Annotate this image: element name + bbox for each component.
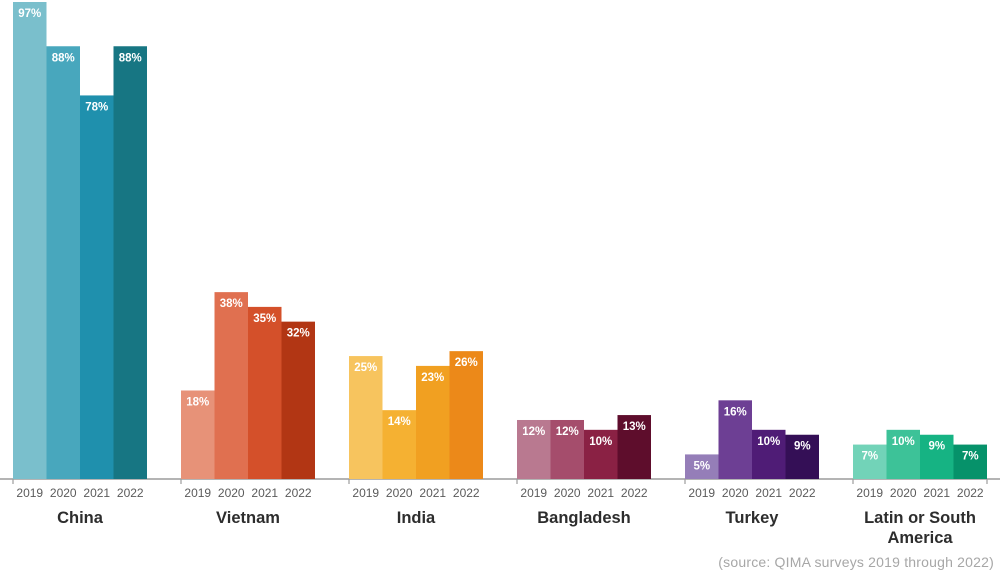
year-tick-latin-or-south-america-2020: 2020 xyxy=(890,486,917,500)
bar-india-2021 xyxy=(416,365,450,479)
year-tick-vietnam-2019: 2019 xyxy=(184,486,211,500)
data-label-bangladesh-2021: 10% xyxy=(589,436,612,448)
data-label-turkey-2020: 16% xyxy=(724,406,747,418)
year-tick-vietnam-2022: 2022 xyxy=(285,486,312,500)
category-label-india: India xyxy=(397,509,436,527)
source-note: (source: QIMA surveys 2019 through 2022) xyxy=(718,554,994,570)
bar-vietnam-2020 xyxy=(214,292,248,479)
bar-india-2020 xyxy=(382,410,416,479)
bar-bangladesh-2021 xyxy=(584,429,618,479)
bar-vietnam-2022 xyxy=(281,321,315,479)
bar-latin-or-south-america-2021 xyxy=(920,434,954,479)
data-label-india-2019: 25% xyxy=(354,362,377,374)
data-label-turkey-2022: 9% xyxy=(794,441,811,453)
data-label-bangladesh-2020: 12% xyxy=(556,426,579,438)
year-tick-india-2021: 2021 xyxy=(419,486,446,500)
data-label-turkey-2019: 5% xyxy=(693,460,710,472)
bar-turkey-2021 xyxy=(752,429,786,479)
labels-layer: 97% 2019 88% 2020 78% 2021 88% 2022 China 18% 2019… xyxy=(16,8,984,547)
bar-bangladesh-2022 xyxy=(617,415,651,479)
bar-turkey-2022 xyxy=(785,434,819,479)
bar-vietnam-2019 xyxy=(181,390,215,479)
bar-india-2022 xyxy=(449,351,483,479)
bar-latin-or-south-america-2022 xyxy=(953,444,987,479)
bar-china-2019 xyxy=(13,2,47,479)
data-label-china-2020: 88% xyxy=(52,52,75,64)
bar-latin-or-south-america-2020 xyxy=(886,429,920,479)
year-tick-turkey-2022: 2022 xyxy=(789,486,816,500)
year-tick-india-2022: 2022 xyxy=(453,486,480,500)
category-label-vietnam: Vietnam xyxy=(216,509,280,527)
data-label-bangladesh-2022: 13% xyxy=(623,421,646,433)
data-label-india-2021: 23% xyxy=(421,372,444,384)
category-label-turkey: Turkey xyxy=(726,509,780,527)
year-tick-turkey-2020: 2020 xyxy=(722,486,749,500)
data-label-china-2021: 78% xyxy=(85,101,108,113)
bar-bangladesh-2019 xyxy=(517,419,551,479)
year-tick-bangladesh-2020: 2020 xyxy=(554,486,581,500)
year-tick-india-2019: 2019 xyxy=(352,486,379,500)
category-label-bangladesh: Bangladesh xyxy=(537,509,631,527)
bars-layer xyxy=(12,2,988,484)
category-label-latin-or-south-america-line2: America xyxy=(887,529,953,547)
category-label-latin-or-south-america: Latin or South xyxy=(864,509,976,527)
data-label-vietnam-2021: 35% xyxy=(253,313,276,325)
bar-latin-or-south-america-2019 xyxy=(853,444,887,479)
data-label-latin-or-south-america-2019: 7% xyxy=(861,451,878,463)
data-label-india-2022: 26% xyxy=(455,357,478,369)
year-tick-china-2022: 2022 xyxy=(117,486,144,500)
data-label-china-2019: 97% xyxy=(18,8,41,20)
data-label-india-2020: 14% xyxy=(388,416,411,428)
year-tick-turkey-2019: 2019 xyxy=(688,486,715,500)
bar-india-2019 xyxy=(349,356,383,479)
year-tick-china-2019: 2019 xyxy=(16,486,43,500)
bar-china-2020 xyxy=(46,46,80,480)
year-tick-latin-or-south-america-2022: 2022 xyxy=(957,486,984,500)
data-label-latin-or-south-america-2022: 7% xyxy=(962,451,979,463)
data-label-latin-or-south-america-2020: 10% xyxy=(892,436,915,448)
bar-china-2021 xyxy=(80,95,114,480)
bar-turkey-2019 xyxy=(685,454,719,479)
data-label-vietnam-2019: 18% xyxy=(186,396,209,408)
bar-vietnam-2021 xyxy=(248,306,282,479)
data-label-vietnam-2022: 32% xyxy=(287,328,310,340)
year-tick-china-2020: 2020 xyxy=(50,486,77,500)
data-label-turkey-2021: 10% xyxy=(757,436,780,448)
data-label-latin-or-south-america-2021: 9% xyxy=(928,441,945,453)
year-tick-vietnam-2020: 2020 xyxy=(218,486,245,500)
category-label-china: China xyxy=(57,509,104,527)
data-label-bangladesh-2019: 12% xyxy=(522,426,545,438)
year-tick-bangladesh-2021: 2021 xyxy=(587,486,614,500)
year-tick-bangladesh-2022: 2022 xyxy=(621,486,648,500)
year-tick-bangladesh-2019: 2019 xyxy=(520,486,547,500)
bar-china-2022 xyxy=(113,46,147,480)
year-tick-latin-or-south-america-2021: 2021 xyxy=(923,486,950,500)
year-tick-turkey-2021: 2021 xyxy=(755,486,782,500)
year-tick-china-2021: 2021 xyxy=(83,486,110,500)
year-tick-vietnam-2021: 2021 xyxy=(251,486,278,500)
year-tick-latin-or-south-america-2019: 2019 xyxy=(856,486,883,500)
data-label-china-2022: 88% xyxy=(119,52,142,64)
bar-bangladesh-2020 xyxy=(550,419,584,479)
data-label-vietnam-2020: 38% xyxy=(220,298,243,310)
year-tick-india-2020: 2020 xyxy=(386,486,413,500)
bar-turkey-2020 xyxy=(718,400,752,479)
